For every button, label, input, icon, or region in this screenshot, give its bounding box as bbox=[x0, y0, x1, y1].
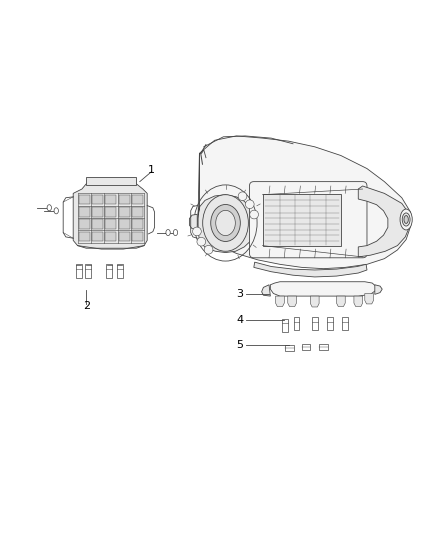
Bar bbox=[327, 318, 333, 330]
Bar bbox=[119, 231, 130, 241]
Ellipse shape bbox=[216, 211, 235, 236]
Bar bbox=[106, 219, 116, 229]
Polygon shape bbox=[354, 296, 363, 306]
Bar bbox=[319, 344, 328, 350]
Bar bbox=[79, 195, 89, 204]
Bar bbox=[343, 318, 348, 330]
Bar bbox=[262, 194, 341, 246]
Ellipse shape bbox=[404, 215, 408, 223]
Bar bbox=[119, 207, 130, 217]
Bar bbox=[132, 195, 143, 204]
Polygon shape bbox=[261, 285, 270, 296]
Ellipse shape bbox=[47, 205, 51, 211]
Polygon shape bbox=[276, 296, 284, 306]
Bar bbox=[132, 207, 143, 217]
Bar bbox=[119, 195, 130, 204]
Bar bbox=[302, 344, 311, 350]
Ellipse shape bbox=[402, 213, 410, 226]
Ellipse shape bbox=[166, 230, 170, 236]
Bar bbox=[79, 231, 89, 241]
Circle shape bbox=[204, 245, 213, 254]
Ellipse shape bbox=[54, 208, 58, 214]
Polygon shape bbox=[73, 184, 147, 248]
Polygon shape bbox=[311, 296, 319, 307]
Polygon shape bbox=[375, 285, 382, 294]
Ellipse shape bbox=[203, 195, 248, 251]
Polygon shape bbox=[198, 154, 254, 253]
Bar bbox=[117, 264, 123, 278]
Bar bbox=[92, 195, 103, 204]
Text: 4: 4 bbox=[237, 314, 244, 325]
Circle shape bbox=[193, 227, 201, 236]
Bar bbox=[106, 207, 116, 217]
Bar bbox=[79, 219, 89, 229]
Bar bbox=[79, 207, 89, 217]
Ellipse shape bbox=[173, 230, 178, 236]
Bar bbox=[132, 231, 143, 241]
Bar bbox=[285, 345, 294, 351]
Polygon shape bbox=[189, 214, 197, 230]
Polygon shape bbox=[365, 294, 374, 304]
Text: 5: 5 bbox=[237, 340, 244, 350]
Polygon shape bbox=[358, 186, 410, 257]
Bar bbox=[106, 195, 116, 204]
Circle shape bbox=[197, 237, 205, 246]
Polygon shape bbox=[197, 136, 410, 269]
Bar bbox=[86, 177, 136, 184]
Bar bbox=[293, 318, 299, 330]
Bar bbox=[92, 231, 103, 241]
Circle shape bbox=[245, 200, 254, 208]
Circle shape bbox=[250, 210, 258, 219]
Polygon shape bbox=[270, 282, 376, 296]
FancyBboxPatch shape bbox=[250, 182, 367, 258]
Bar bbox=[283, 319, 288, 332]
Bar bbox=[312, 318, 318, 330]
Ellipse shape bbox=[211, 205, 240, 241]
Bar bbox=[132, 219, 143, 229]
Bar bbox=[106, 231, 116, 241]
Bar bbox=[92, 219, 103, 229]
Polygon shape bbox=[254, 262, 367, 277]
Text: 2: 2 bbox=[83, 301, 90, 311]
Bar bbox=[106, 264, 113, 278]
Polygon shape bbox=[336, 296, 345, 306]
Bar bbox=[76, 264, 82, 278]
Bar bbox=[92, 207, 103, 217]
Text: 3: 3 bbox=[237, 289, 244, 299]
Polygon shape bbox=[288, 296, 297, 306]
Bar bbox=[85, 264, 92, 278]
Ellipse shape bbox=[400, 209, 412, 230]
Text: 1: 1 bbox=[148, 165, 155, 175]
Circle shape bbox=[238, 192, 247, 200]
Bar bbox=[119, 219, 130, 229]
